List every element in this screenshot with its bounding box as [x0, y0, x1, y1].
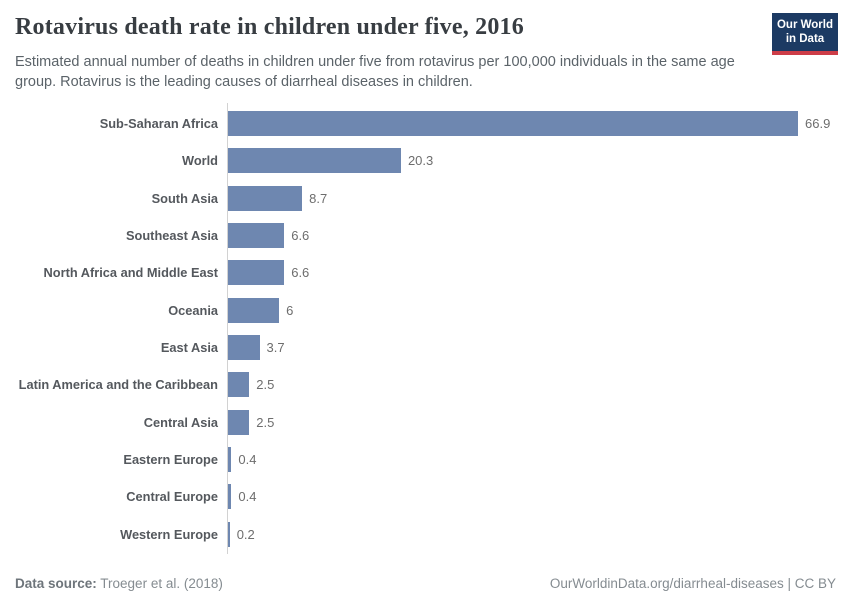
category-label: Oceania [168, 302, 218, 318]
bar-row: East Asia 3.7 [0, 329, 850, 366]
category-label: East Asia [160, 340, 218, 356]
bar-track: 0.4 [228, 484, 257, 510]
category-label: Central Asia [143, 414, 218, 430]
value-label: 0.4 [238, 489, 257, 505]
bar[interactable] [228, 484, 232, 510]
bar-track: 8.7 [228, 185, 328, 211]
bar-row: Southeast Asia 6.6 [0, 217, 850, 254]
bar-track: 3.7 [228, 335, 285, 361]
chart-footer: Data source: Troeger et al. (2018) OurWo… [15, 576, 836, 591]
bar-row: South Asia 8.7 [0, 180, 850, 217]
value-label: 0.2 [236, 526, 255, 542]
bar-row: Central Europe 0.4 [0, 478, 850, 515]
bar[interactable] [228, 447, 232, 473]
owid-logo-line1: Our World [776, 19, 833, 31]
bar-row: Oceania 6 [0, 292, 850, 329]
bar[interactable] [228, 409, 250, 435]
bar[interactable] [228, 111, 798, 137]
bar-row: North Africa and Middle East 6.6 [0, 254, 850, 291]
bar-track: 6.6 [228, 223, 310, 249]
category-label: Sub-Saharan Africa [99, 116, 218, 132]
chart-title: Rotavirus death rate in children under f… [15, 14, 524, 40]
category-label: Eastern Europe [123, 452, 218, 468]
value-label: 2.5 [256, 414, 275, 430]
category-label: North Africa and Middle East [43, 265, 218, 281]
category-label: Western Europe [120, 526, 218, 542]
bar[interactable] [228, 521, 230, 547]
bar[interactable] [228, 260, 285, 286]
category-label: Latin America and the Caribbean [18, 377, 218, 393]
value-label: 6 [286, 302, 294, 318]
value-label: 6.6 [291, 228, 310, 244]
owid-logo-line2: in Data [785, 33, 825, 46]
bar-row: Latin America and the Caribbean 2.5 [0, 366, 850, 403]
owid-logo[interactable]: Our World in Data [772, 13, 838, 55]
bar-track: 0.2 [228, 521, 255, 547]
y-axis-line [227, 103, 228, 554]
bar-track: 6 [228, 297, 294, 323]
value-label: 66.9 [805, 116, 831, 132]
bar[interactable] [228, 335, 260, 361]
bar-track: 66.9 [228, 111, 831, 137]
bar[interactable] [228, 372, 250, 398]
bar-row: Sub-Saharan Africa 66.9 [0, 105, 850, 142]
bar[interactable] [228, 148, 401, 174]
bar-track: 6.6 [228, 260, 310, 286]
bar-track: 2.5 [228, 372, 275, 398]
value-label: 0.4 [238, 452, 257, 468]
bar-chart: Sub-Saharan Africa 66.9 World 20.3 South Asi… [0, 103, 850, 554]
bar[interactable] [228, 223, 285, 249]
category-label: Central Europe [126, 489, 218, 505]
category-label: World [181, 153, 218, 169]
value-label: 6.6 [291, 265, 310, 281]
value-label: 2.5 [256, 377, 275, 393]
value-label: 3.7 [266, 340, 285, 356]
category-label: Southeast Asia [126, 228, 218, 244]
category-label: South Asia [151, 190, 218, 206]
bar-row: Central Asia 2.5 [0, 404, 850, 441]
bar[interactable] [228, 297, 280, 323]
bar-track: 20.3 [228, 148, 434, 174]
credit-link[interactable]: OurWorldinData.org/diarrheal-diseases | … [549, 576, 836, 591]
value-label: 8.7 [309, 190, 328, 206]
bar-track: 2.5 [228, 409, 275, 435]
value-label: 20.3 [407, 153, 434, 169]
bar-row: Western Europe 0.2 [0, 516, 850, 553]
data-source-label: Data source: [15, 576, 97, 591]
bar-track: 0.4 [228, 447, 257, 473]
bar-row: World 20.3 [0, 142, 850, 179]
data-source: Data source: Troeger et al. (2018) [15, 576, 223, 591]
chart-subtitle: Estimated annual number of deaths in chi… [15, 54, 735, 91]
chart-rows: Sub-Saharan Africa 66.9 World 20.3 South Asi… [0, 105, 850, 553]
bar-row: Eastern Europe 0.4 [0, 441, 850, 478]
bar[interactable] [228, 185, 303, 211]
data-source-value: Troeger et al. (2018) [100, 576, 223, 591]
